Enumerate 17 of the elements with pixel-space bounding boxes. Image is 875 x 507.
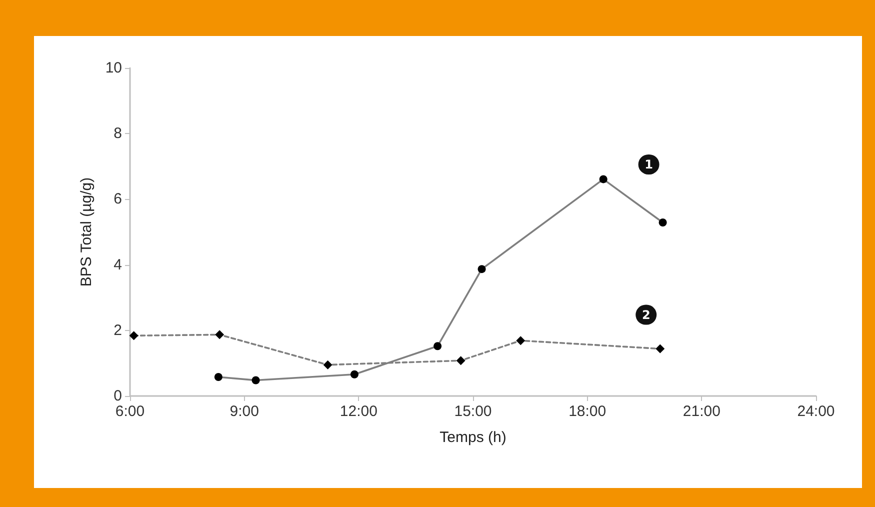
x-tick-label: 12:00 <box>340 403 378 420</box>
text: 1 <box>644 157 653 172</box>
y-tick-label: 8 <box>114 125 122 142</box>
text: 2 <box>642 308 650 322</box>
y-tick-label: 0 <box>114 388 122 404</box>
x-tick-label: 24:00 <box>797 403 835 420</box>
y-tick-label: 4 <box>114 256 122 274</box>
x-axis-title: Temps (h) <box>440 429 506 446</box>
y-axis-title: BPS Total (µg/g) <box>78 177 95 287</box>
y-tick-label: 10 <box>105 60 122 76</box>
x-tick-label: 9:00 <box>230 403 259 420</box>
x-tick-label: 6:00 <box>115 403 145 420</box>
x-tick-label: 18:00 <box>568 403 606 420</box>
x-tick-label: 15:00 <box>454 403 492 420</box>
x-tick-label: 21:00 <box>682 403 720 420</box>
y-tick-label: 6 <box>114 190 122 208</box>
y-tick-label: 2 <box>114 322 122 339</box>
